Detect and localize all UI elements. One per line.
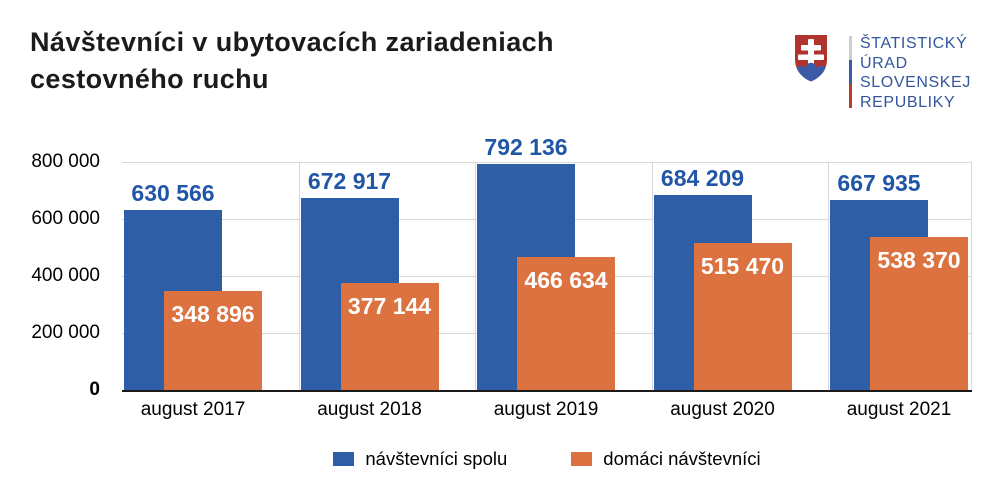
domestic-visitors-value-label: 538 370 — [877, 246, 961, 273]
slovak-coat-of-arms-icon — [795, 35, 827, 82]
gridline-vertical — [475, 162, 476, 390]
page-title-line-2: cestovného ruchu — [30, 64, 269, 94]
gridline-vertical — [971, 162, 972, 390]
domestic-visitors-bar — [870, 236, 968, 390]
legend-swatch-icon — [571, 452, 593, 466]
gridline-vertical — [828, 162, 829, 390]
domestic-visitors-value-label: 377 144 — [347, 292, 432, 319]
y-axis: 0 200 000 400 000 600 000 800 000 — [0, 151, 100, 400]
legend-item-total-visitors: návštevníci spolu — [333, 448, 507, 470]
logo-line-4: REPUBLIKY — [860, 93, 956, 111]
legend-label: návštevníci spolu — [365, 448, 508, 469]
stripe-segment-red — [849, 84, 852, 108]
x-axis-category-label: august 2018 — [317, 399, 422, 420]
domestic-visitors-value-label: 466 634 — [524, 267, 608, 293]
stripe-segment-blue — [849, 60, 852, 84]
legend-item-domestic-visitors: domáci návštevníci — [571, 448, 761, 470]
x-axis-category-label: august 2017 — [140, 399, 246, 420]
page-title-line-1: Návštevníci v ubytovacích zariadeniach — [30, 27, 554, 57]
y-axis-tick-label: 600 000 — [31, 208, 100, 229]
x-axis-category-label: august 2019 — [493, 399, 599, 420]
y-axis-tick-label: 0 — [89, 379, 100, 400]
domestic-visitors-bar — [164, 290, 262, 390]
legend: návštevníci spolu domáci návštevníci — [122, 448, 972, 470]
page-title: Návštevníci v ubytovacích zariadeniach ce… — [30, 24, 554, 98]
total-visitors-value-label: 672 917 — [307, 168, 392, 195]
domestic-visitors-bar — [517, 257, 615, 390]
y-axis-tick-label: 200 000 — [31, 322, 100, 343]
gridline-vertical — [298, 162, 300, 390]
total-visitors-value-label: 684 209 — [660, 165, 745, 191]
tricolor-stripe — [849, 36, 852, 108]
y-axis-tick-label: 400 000 — [31, 265, 100, 286]
logo-line-3: SLOVENSKEJ — [860, 74, 971, 91]
domestic-visitors-value-label: 515 470 — [700, 253, 785, 280]
gridline-vertical — [651, 162, 653, 390]
plot-area: 630 566 348 896 672 917 377 144 792 136 466 6… — [122, 135, 972, 392]
logo-line-1: ŠTATISTICKÝ — [860, 35, 968, 52]
legend-label: domáci návštevníci — [603, 448, 761, 469]
x-axis: august 2017 august 2018 august 2019 august … — [122, 399, 972, 425]
total-visitors-value-label: 667 935 — [837, 169, 921, 196]
y-axis-tick-label: 800 000 — [31, 151, 100, 172]
domestic-visitors-bar — [340, 282, 439, 390]
logo-line-2: ÚRAD — [860, 54, 908, 72]
x-axis-category-label: august 2021 — [846, 399, 952, 420]
statistical-office-name: ŠTATISTICKÝ ÚRAD SLOVENSKEJ REPUBLIKY — [860, 34, 971, 112]
domestic-visitors-value-label: 348 896 — [171, 300, 255, 327]
stripe-segment-white — [849, 36, 852, 60]
gridline-horizontal — [122, 162, 972, 163]
domestic-visitors-bar — [693, 243, 792, 390]
x-axis-category-label: august 2020 — [670, 399, 775, 420]
legend-swatch-icon — [333, 452, 355, 466]
total-visitors-value-label: 792 136 — [484, 134, 568, 161]
total-visitors-value-label: 630 566 — [131, 180, 215, 207]
